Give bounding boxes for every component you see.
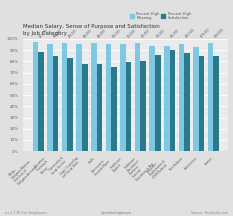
Bar: [140, 61, 146, 151]
Bar: [184, 54, 190, 151]
Text: Source: PayScale.com: Source: PayScale.com: [191, 211, 228, 215]
Bar: [53, 56, 58, 151]
Bar: [111, 67, 117, 151]
Text: $64,400: $64,400: [126, 28, 136, 38]
Bar: [126, 62, 131, 151]
Text: $39,000: $39,000: [53, 28, 63, 38]
Text: $69,800: $69,800: [140, 28, 151, 38]
Bar: [164, 46, 170, 151]
Text: @marketingherpa: @marketingherpa: [101, 211, 132, 215]
Text: $107,000: $107,000: [184, 27, 196, 38]
Bar: [106, 44, 111, 151]
Bar: [76, 44, 82, 151]
Text: n=2.7 Million Employees: n=2.7 Million Employees: [5, 211, 47, 215]
Bar: [47, 44, 53, 151]
Text: $40,500: $40,500: [82, 28, 92, 38]
Bar: [155, 55, 161, 151]
Bar: [38, 52, 44, 151]
Bar: [193, 47, 199, 151]
Text: $70,200: $70,200: [155, 28, 165, 38]
Text: $104,000: $104,000: [213, 27, 225, 38]
Bar: [208, 43, 213, 151]
Text: $60,100: $60,100: [111, 28, 122, 38]
Text: Median Salary, Sense of Purpose and Satisfaction
by Job Category: Median Salary, Sense of Purpose and Sati…: [23, 24, 160, 36]
Bar: [213, 56, 219, 151]
Bar: [179, 44, 184, 151]
Bar: [120, 44, 126, 151]
Text: $46,600: $46,600: [97, 28, 107, 38]
Text: $39,100: $39,100: [67, 28, 78, 38]
Bar: [33, 42, 38, 151]
Bar: [62, 43, 67, 151]
Text: $76,700: $76,700: [170, 28, 180, 38]
Bar: [150, 46, 155, 151]
Bar: [199, 56, 204, 151]
Bar: [135, 43, 140, 151]
Text: $175,000: $175,000: [199, 27, 210, 38]
Bar: [97, 64, 102, 151]
Bar: [82, 64, 88, 151]
Bar: [67, 58, 73, 151]
Legend: Percent High
Meaning, Percent High
Satisfaction: Percent High Meaning, Percent High Satis…: [130, 11, 191, 20]
Bar: [91, 43, 97, 151]
Bar: [170, 50, 175, 151]
Text: $37,500: $37,500: [38, 28, 48, 38]
